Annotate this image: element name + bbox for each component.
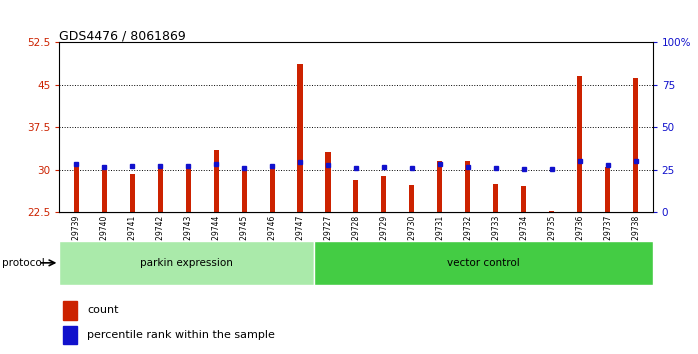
Text: GSM729743: GSM729743 [184,215,193,261]
Bar [438,161,443,212]
Text: GSM729744: GSM729744 [211,215,221,261]
Bar [186,168,191,212]
Text: GSM729742: GSM729742 [156,215,165,261]
Text: parkin expression: parkin expression [140,258,233,268]
Text: GSM729736: GSM729736 [575,215,584,261]
Text: GSM729729: GSM729729 [380,215,389,261]
Text: GSM729738: GSM729738 [631,215,640,261]
Bar [493,184,498,212]
Bar [214,150,218,212]
Text: GSM729730: GSM729730 [408,215,417,261]
Text: GSM729737: GSM729737 [603,215,612,261]
Text: GSM729734: GSM729734 [519,215,528,261]
Text: GDS4476 / 8061869: GDS4476 / 8061869 [59,29,186,42]
Text: percentile rank within the sample: percentile rank within the sample [87,330,275,340]
Text: GSM729739: GSM729739 [72,215,81,261]
Bar [242,169,246,212]
Text: GSM729740: GSM729740 [100,215,109,261]
Text: GSM729733: GSM729733 [491,215,500,261]
Bar [130,175,135,212]
Text: GSM729727: GSM729727 [323,215,332,261]
Text: GSM729735: GSM729735 [547,215,556,261]
Text: GSM729746: GSM729746 [267,215,276,261]
Text: GSM729747: GSM729747 [295,215,304,261]
Bar [410,185,415,212]
Bar [59,241,313,285]
Bar [269,167,274,212]
Bar [353,180,359,212]
Bar [577,76,582,212]
Bar [605,167,610,212]
Text: GSM729728: GSM729728 [352,215,360,261]
Bar [381,176,387,212]
Bar [633,78,639,212]
Bar [521,186,526,212]
Text: count: count [87,305,119,315]
Text: GSM729745: GSM729745 [239,215,248,261]
Bar [158,167,163,212]
Bar [325,152,331,212]
Bar [73,164,79,212]
Text: GSM729731: GSM729731 [436,215,445,261]
Bar [313,241,653,285]
Bar [63,301,77,320]
Bar [297,64,302,212]
Text: GSM729732: GSM729732 [463,215,473,261]
Bar [466,161,470,212]
Bar [63,326,77,344]
Text: GSM729741: GSM729741 [128,215,137,261]
Text: vector control: vector control [447,258,519,268]
Bar [549,211,554,212]
Text: protocol: protocol [2,258,45,268]
Bar [102,165,107,212]
